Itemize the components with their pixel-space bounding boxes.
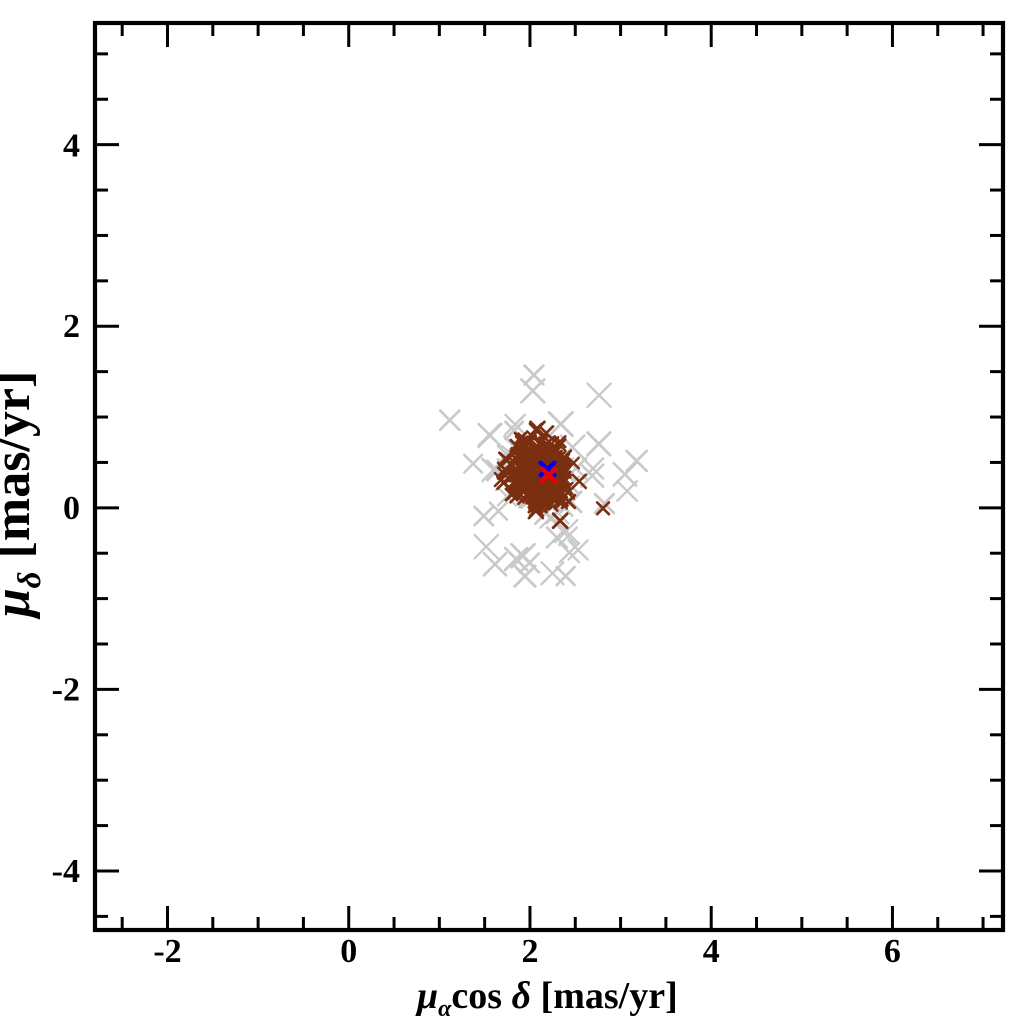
svg-text:0: 0 [63,490,80,527]
svg-text:μαcos δ [mas/yr]: μαcos δ [mas/yr] [415,975,678,1022]
svg-text:μδ [mas/yr]: μδ [mas/yr] [0,371,48,621]
svg-text:2: 2 [522,933,539,970]
svg-text:2: 2 [63,308,80,345]
svg-text:0: 0 [340,933,357,970]
svg-text:-2: -2 [52,671,80,708]
svg-text:4: 4 [63,128,80,165]
svg-text:6: 6 [884,933,901,970]
svg-text:-2: -2 [153,933,181,970]
svg-text:-4: -4 [52,853,80,890]
svg-text:4: 4 [703,933,720,970]
